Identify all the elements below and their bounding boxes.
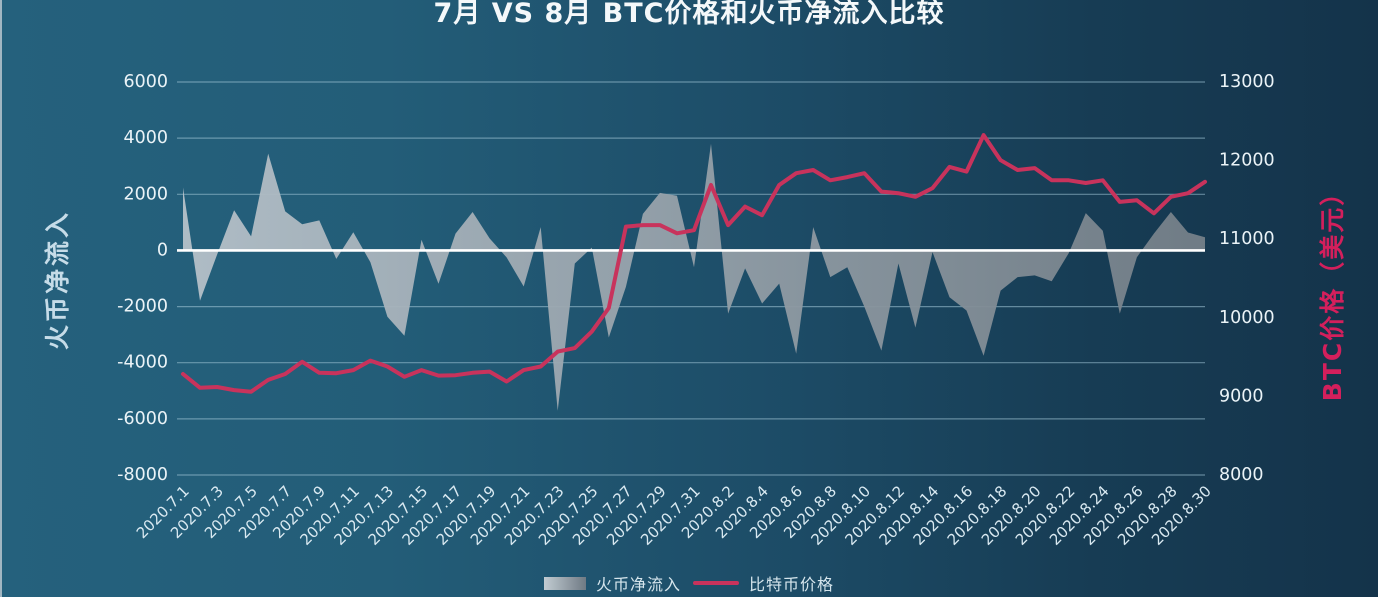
legend: 火币净流入 比特币价格 bbox=[0, 571, 1378, 595]
area-series-swatch-icon bbox=[543, 576, 586, 590]
left-edge-strip bbox=[0, 0, 2, 597]
svg-text:10000: 10000 bbox=[1219, 308, 1275, 328]
legend-item-btc-price: 比特币价格 bbox=[693, 571, 834, 595]
svg-text:8000: 8000 bbox=[1219, 465, 1264, 485]
svg-text:9000: 9000 bbox=[1219, 386, 1264, 406]
svg-text:0: 0 bbox=[157, 240, 168, 260]
legend-item-net-inflow: 火币净流入 bbox=[543, 571, 681, 595]
svg-text:6000: 6000 bbox=[123, 72, 168, 92]
chart-title: 7月 VS 8月 BTC价格和火币净流入比较 bbox=[433, 0, 945, 29]
svg-text:12000: 12000 bbox=[1219, 151, 1275, 171]
svg-text:-8000: -8000 bbox=[117, 465, 168, 485]
svg-text:11000: 11000 bbox=[1219, 229, 1275, 249]
svg-text:-4000: -4000 bbox=[117, 353, 168, 373]
svg-text:2000: 2000 bbox=[123, 184, 168, 204]
svg-text:13000: 13000 bbox=[1219, 72, 1275, 92]
svg-text:4000: 4000 bbox=[123, 128, 168, 148]
svg-text:-2000: -2000 bbox=[117, 297, 168, 317]
line-series-swatch-icon bbox=[693, 581, 739, 585]
svg-text:-6000: -6000 bbox=[117, 409, 168, 429]
legend-item-label: 比特币价格 bbox=[749, 575, 835, 594]
legend-item-label: 火币净流入 bbox=[595, 575, 681, 594]
